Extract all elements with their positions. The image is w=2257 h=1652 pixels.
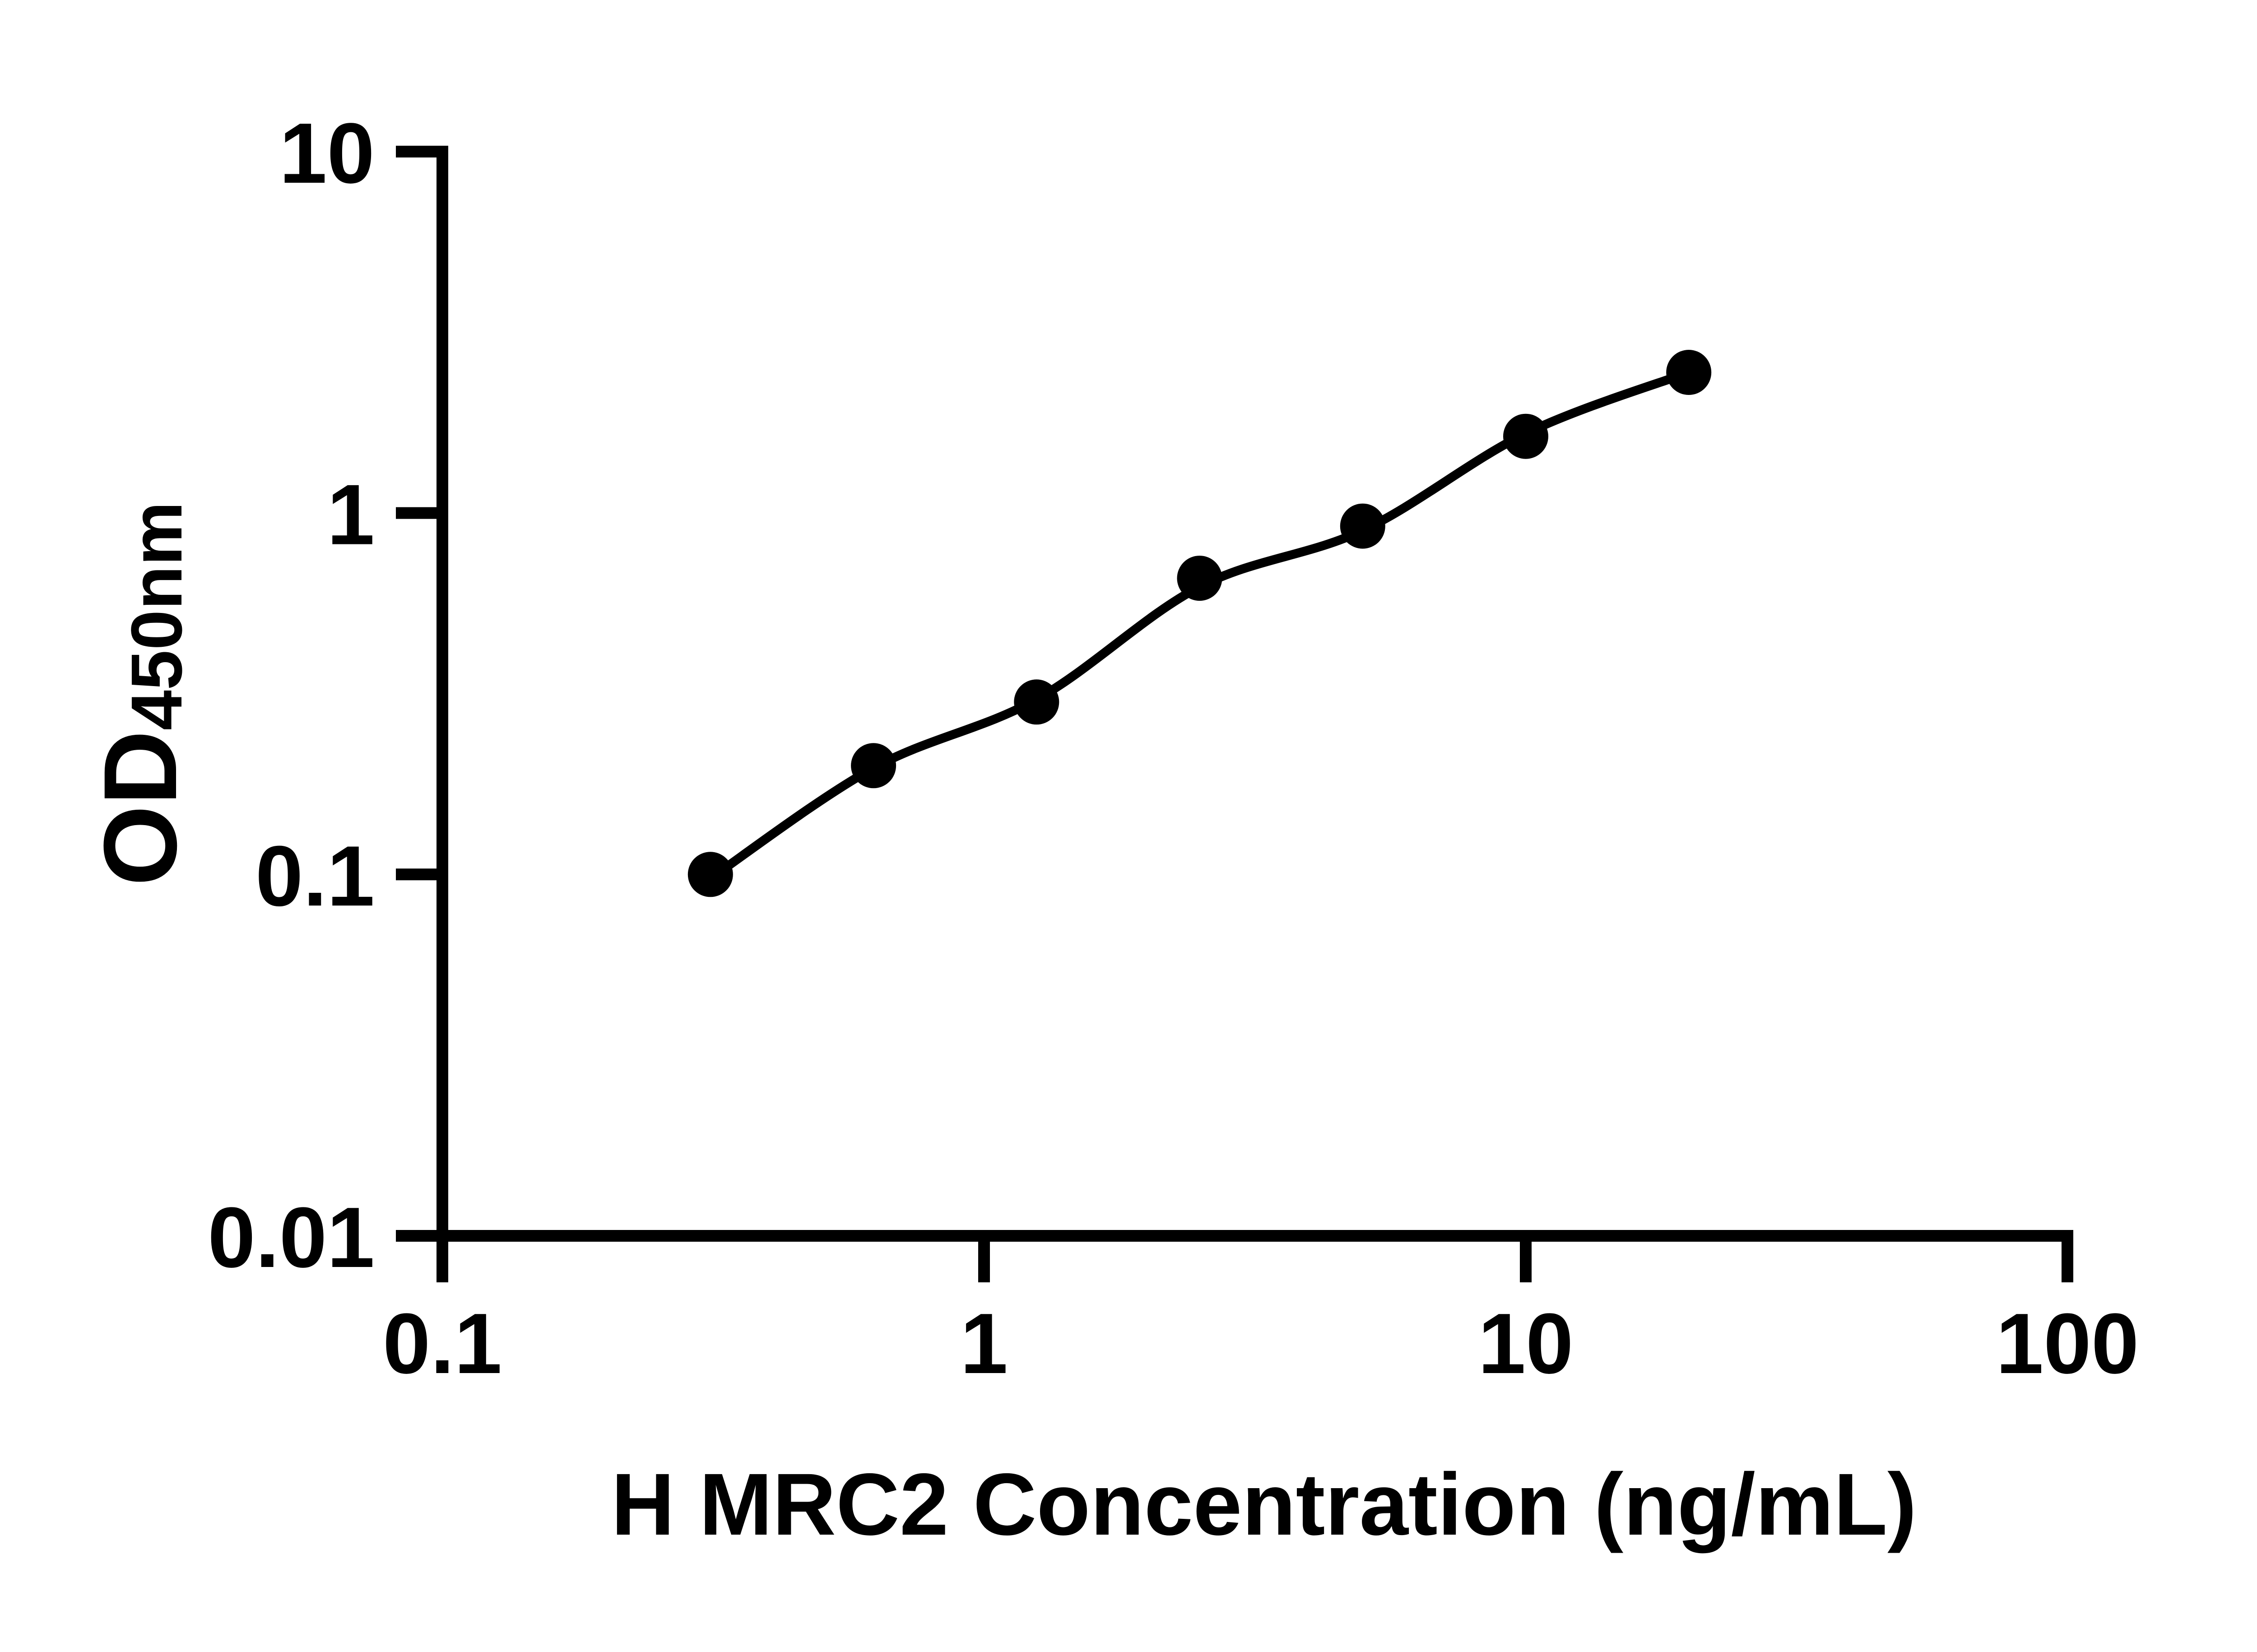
data-point bbox=[687, 852, 733, 897]
data-point bbox=[1340, 503, 1385, 549]
x-tick-label: 10 bbox=[1478, 1296, 1573, 1392]
y-tick-label: 0.1 bbox=[255, 828, 375, 924]
y-axis-title-sub: 450nm bbox=[116, 501, 197, 730]
y-tick-label: 1 bbox=[327, 467, 375, 563]
x-tick-label: 0.1 bbox=[383, 1296, 502, 1392]
data-point bbox=[1177, 556, 1222, 601]
y-axis-title: OD450nm bbox=[82, 501, 198, 886]
x-axis-title: H MRC2 Concentration (ng/mL) bbox=[611, 1455, 1917, 1554]
y-tick-label: 10 bbox=[279, 106, 375, 201]
x-tick-label: 100 bbox=[1996, 1296, 2139, 1392]
y-axis-title-main: OD bbox=[82, 730, 198, 886]
data-point bbox=[1503, 413, 1548, 459]
data-point bbox=[851, 743, 896, 789]
data-point bbox=[1666, 350, 1712, 395]
data-point bbox=[1014, 679, 1059, 725]
x-tick-label: 1 bbox=[960, 1296, 1008, 1392]
y-tick-label: 0.01 bbox=[208, 1190, 375, 1285]
